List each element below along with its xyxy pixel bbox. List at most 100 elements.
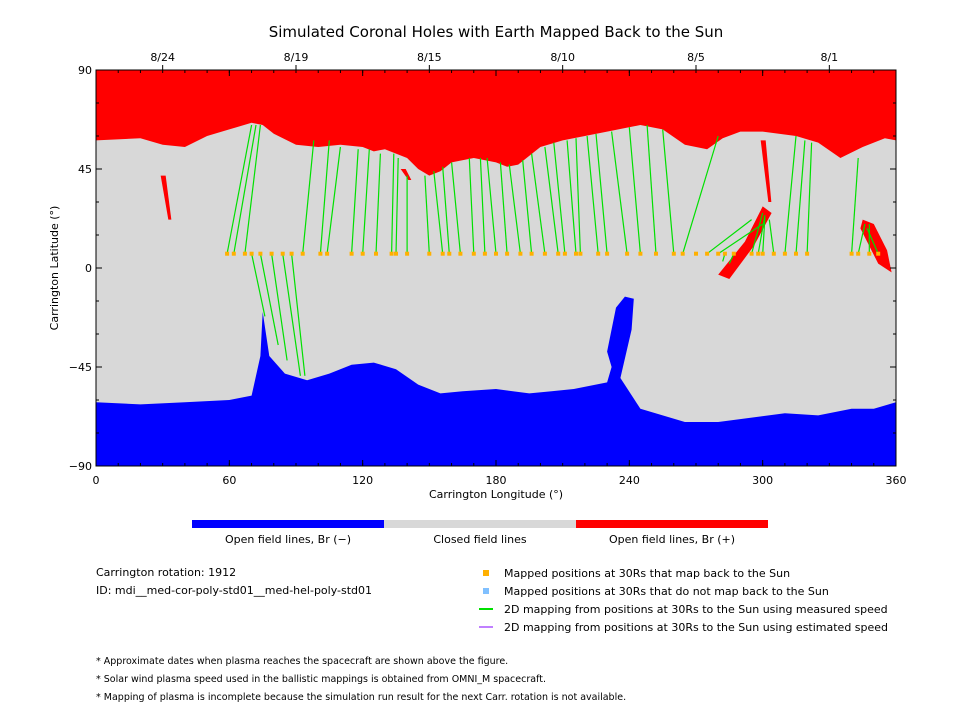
mapped-point	[394, 251, 398, 256]
mapped-point	[562, 251, 567, 256]
field-line-mapping	[553, 142, 566, 254]
mapped-point	[427, 251, 432, 256]
field-line-mapping	[586, 135, 599, 254]
mapped-point	[556, 251, 561, 256]
date-tick-label: 8/1	[820, 51, 838, 64]
field-line-mapping	[662, 129, 675, 254]
field-line-mapping	[762, 217, 766, 254]
mapped-point	[680, 251, 685, 256]
field-line-mapping	[531, 153, 546, 254]
field-line-mapping	[499, 162, 508, 254]
mapped-point	[794, 251, 798, 256]
field-line-mapping	[857, 223, 866, 254]
mapped-point	[805, 251, 810, 256]
field-line-mapping	[395, 157, 399, 254]
field-line-mapping	[768, 219, 775, 254]
field-line-mapping	[717, 223, 764, 255]
field-line-mapping	[522, 160, 533, 254]
mapped-point	[671, 251, 676, 256]
field-line-mapping	[375, 153, 381, 254]
legend-measured-label: 2D mapping from positions at 30Rs to the…	[504, 602, 888, 616]
footnote-1: * Approximate dates when plasma reaches …	[96, 656, 509, 667]
mapped-point	[731, 251, 736, 256]
mapped-point	[867, 251, 872, 256]
north-coronal-hole	[96, 70, 896, 176]
colorbar-closed	[384, 520, 576, 528]
colorbar-negative	[192, 520, 384, 528]
mapped-point	[716, 251, 721, 256]
measured-line-swatch	[479, 608, 493, 610]
date-tick-label: 8/24	[150, 51, 175, 64]
field-line-mapping	[575, 138, 581, 254]
legend-mapped: Mapped positions at 30Rs that map back t…	[476, 566, 790, 580]
date-tick-label: 8/19	[284, 51, 309, 64]
field-line-mapping	[259, 253, 279, 346]
mapped-point	[705, 251, 710, 256]
field-line-mapping	[566, 140, 577, 254]
carrington-rotation-text: Carrington rotation: 1912	[96, 566, 237, 579]
colorbar-negative-label: Open field lines, Br (−)	[224, 533, 352, 546]
north-hole-extension	[160, 175, 172, 220]
unmapped-point-swatch	[483, 588, 489, 594]
field-line-mapping	[226, 124, 253, 254]
x-tick-label: 60	[222, 474, 236, 487]
mapped-point	[440, 251, 445, 256]
field-line-mapping	[351, 149, 359, 254]
legend-unmapped: Mapped positions at 30Rs that do not map…	[476, 584, 829, 598]
x-tick-label: 0	[93, 474, 100, 487]
mapped-point	[596, 251, 601, 256]
field-line-mapping	[757, 215, 766, 254]
mapped-point	[749, 251, 754, 256]
mapped-point	[722, 251, 727, 256]
mapped-point	[578, 251, 583, 256]
mapped-point	[242, 251, 247, 256]
mapped-point	[374, 251, 378, 256]
mapped-point	[654, 251, 658, 256]
mapped-point	[389, 251, 394, 256]
field-line-mapping	[682, 135, 719, 254]
mapped-point	[849, 251, 854, 256]
field-line-mapping	[706, 219, 752, 255]
field-line-mapping	[795, 140, 806, 254]
colorbar-positive-label: Open field lines, Br (+)	[608, 533, 736, 546]
field-line-mapping	[646, 124, 657, 254]
field-line-mapping	[362, 149, 370, 254]
x-tick-label: 300	[752, 474, 773, 487]
mapped-point	[494, 251, 498, 256]
x-tick-label: 360	[886, 474, 907, 487]
mapped-point	[574, 251, 578, 256]
field-line-mapping	[451, 162, 461, 254]
field-line-mapping	[851, 157, 859, 254]
mapped-point	[405, 251, 410, 256]
mapped-point	[360, 251, 365, 256]
mapped-point	[760, 251, 765, 256]
mapped-point	[756, 251, 761, 256]
colorbar-closed-label: Closed field lines	[433, 533, 527, 546]
mapped-point	[471, 251, 476, 256]
field-line-mapping	[244, 124, 261, 254]
field-line-mapping	[544, 146, 559, 254]
field-line-mapping	[291, 253, 306, 376]
y-tick-label: −90	[69, 460, 92, 473]
field-line-mapping	[751, 212, 764, 254]
legend-mapped-label: Mapped positions at 30Rs that map back t…	[504, 566, 791, 580]
mapped-point	[231, 251, 236, 256]
y-tick-label: 45	[78, 163, 92, 176]
mapped-point	[318, 251, 323, 256]
date-tick-label: 8/5	[687, 51, 705, 64]
field-line-mapping	[319, 140, 330, 254]
field-line-mapping	[442, 166, 450, 254]
field-line-mapping	[806, 142, 813, 254]
mapped-point	[542, 251, 547, 256]
mapped-point	[638, 251, 643, 256]
legend-measured: 2D mapping from positions at 30Rs to the…	[476, 602, 888, 616]
mapped-point	[458, 251, 463, 256]
field-line-mapping	[271, 253, 288, 361]
legend-estimated-label: 2D mapping from positions at 30Rs to the…	[504, 620, 889, 634]
x-tick-label: 180	[486, 474, 507, 487]
y-tick-label: 90	[78, 64, 92, 77]
x-tick-label: 120	[352, 474, 373, 487]
field-line-mapping	[628, 127, 641, 254]
field-line-mapping	[391, 153, 395, 254]
mapped-point	[625, 251, 630, 256]
